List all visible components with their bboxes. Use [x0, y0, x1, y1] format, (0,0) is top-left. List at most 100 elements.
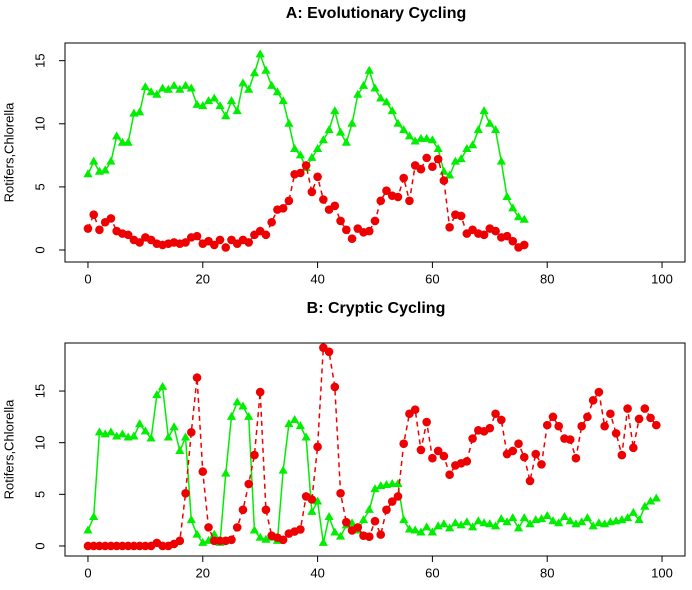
point: [186, 83, 196, 92]
point: [312, 144, 323, 153]
point: [140, 82, 150, 91]
point: [255, 532, 265, 541]
point: [244, 479, 254, 489]
point: [416, 164, 426, 174]
point: [382, 186, 391, 195]
point: [100, 429, 110, 438]
point: [336, 216, 345, 226]
point: [427, 527, 438, 536]
point: [307, 495, 317, 504]
point: [358, 515, 369, 524]
point: [467, 522, 478, 531]
point: [422, 417, 431, 427]
point: [582, 513, 593, 522]
point: [370, 484, 380, 493]
point: [272, 87, 283, 96]
point: [583, 412, 592, 422]
point: [433, 154, 443, 164]
point: [215, 101, 225, 110]
point: [255, 49, 265, 58]
point: [628, 507, 638, 516]
point: [502, 517, 512, 526]
point: [123, 230, 133, 240]
point: [192, 99, 202, 108]
point: [600, 519, 610, 528]
point: [163, 432, 173, 441]
point: [571, 453, 581, 463]
point: [95, 225, 104, 235]
point: [370, 83, 380, 92]
point: [600, 421, 609, 431]
point: [646, 413, 655, 423]
point: [169, 422, 179, 431]
point: [117, 429, 128, 438]
point: [479, 106, 489, 115]
point: [296, 525, 305, 534]
point: [519, 452, 529, 462]
point: [341, 225, 351, 235]
point: [324, 512, 334, 521]
point: [439, 451, 449, 461]
y-axis-label: Rotifers,Chlorella: [1, 399, 16, 499]
y-tick-label: 0: [32, 246, 47, 253]
y-tick-label: 5: [32, 491, 47, 498]
point: [312, 496, 323, 505]
point: [490, 521, 501, 530]
x-tick-label: 0: [84, 271, 91, 286]
point: [588, 521, 598, 530]
point: [261, 534, 271, 543]
point: [278, 96, 288, 105]
point: [462, 517, 472, 526]
point: [232, 523, 242, 532]
point: [163, 84, 173, 93]
x-tick-label: 100: [651, 271, 673, 286]
point: [261, 65, 271, 74]
point: [83, 525, 93, 534]
point: [278, 204, 288, 213]
point: [565, 516, 575, 525]
point: [376, 196, 386, 206]
point: [422, 133, 432, 142]
point: [651, 493, 661, 502]
point: [226, 411, 237, 420]
point: [405, 196, 414, 206]
point: [347, 118, 357, 127]
point: [445, 523, 455, 532]
x-tick-label: 40: [310, 565, 324, 580]
point: [554, 518, 564, 527]
point: [399, 439, 409, 449]
point: [376, 530, 386, 539]
series-line: [87, 51, 525, 221]
point: [467, 140, 478, 149]
x-tick-label: 60: [425, 565, 439, 580]
point: [387, 497, 397, 506]
point: [307, 506, 317, 515]
x-tick-label: 100: [651, 565, 673, 580]
point: [428, 162, 437, 172]
y-tick-label: 5: [32, 183, 47, 190]
point: [307, 152, 317, 161]
point: [519, 240, 529, 250]
point: [622, 513, 633, 522]
x-tick-label: 20: [196, 565, 210, 580]
point: [250, 450, 259, 460]
point: [295, 150, 305, 159]
point: [554, 421, 564, 431]
point: [278, 465, 288, 474]
point: [238, 78, 248, 87]
point: [513, 523, 524, 532]
point: [393, 492, 403, 501]
point: [221, 111, 231, 120]
point: [129, 431, 139, 440]
point: [629, 443, 638, 453]
point: [496, 514, 506, 523]
point: [209, 240, 219, 250]
y-axis-label: Rotifers,Chlorella: [1, 102, 16, 202]
point: [565, 435, 575, 444]
point: [181, 238, 190, 247]
point: [422, 153, 431, 163]
point: [335, 127, 346, 136]
point: [335, 531, 346, 540]
point: [490, 125, 501, 134]
point: [319, 195, 328, 204]
